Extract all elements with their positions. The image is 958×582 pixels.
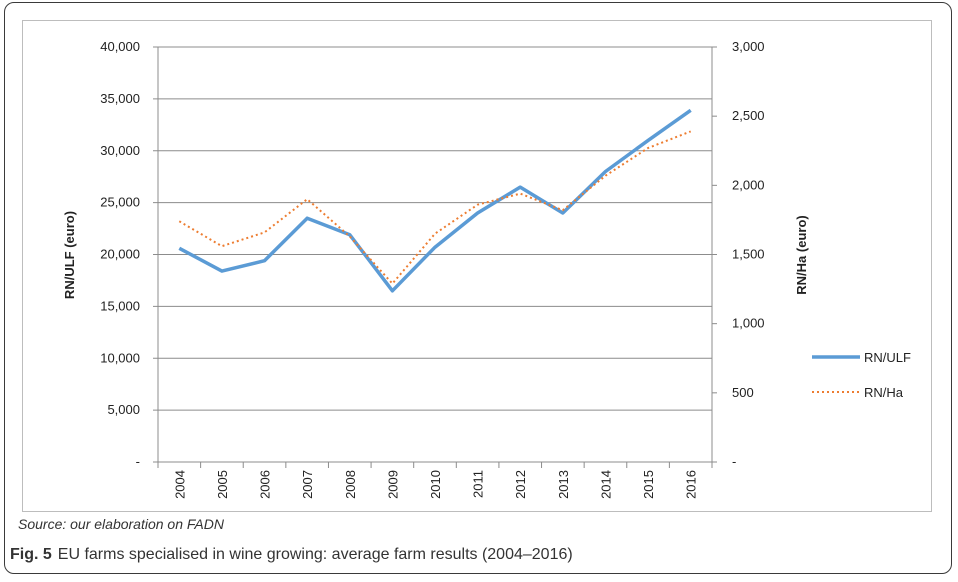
figure-frame xyxy=(4,2,952,574)
x-tick-label: 2007 xyxy=(300,470,315,499)
x-tick-label: 2014 xyxy=(598,470,613,499)
left-axis-ticks: - 5,000 10,000 15,000 20,000 25,000 30,000 35,0… xyxy=(100,39,140,469)
left-tick-label: - xyxy=(136,454,140,469)
series-line-rn-ha xyxy=(178,130,692,285)
x-tick-label: 2013 xyxy=(556,470,571,499)
x-tick-label: 2010 xyxy=(428,470,443,499)
figure-caption: Fig. 5 EU farms specialised in wine growi… xyxy=(10,546,573,564)
axes xyxy=(157,47,713,463)
right-tick-label: 3,000 xyxy=(732,39,765,54)
left-tick-label: 30,000 xyxy=(100,143,140,158)
left-tick-label: 15,000 xyxy=(100,298,140,313)
left-axis-title: RN/ULF (euro) xyxy=(62,211,77,299)
x-tick-label: 2016 xyxy=(684,470,699,499)
x-tick-label: 2004 xyxy=(172,470,187,499)
caption-text: EU farms specialised in wine growing: av… xyxy=(57,546,573,563)
right-axis-ticks: - 500 1,000 1,500 2,000 2,500 3,000 xyxy=(732,39,765,469)
series-line-rn-ulf xyxy=(178,108,692,293)
x-tick-label: 2009 xyxy=(385,470,400,499)
right-tick-label: - xyxy=(732,454,736,469)
x-tick-label: 2008 xyxy=(343,470,358,499)
x-tick-label: 2015 xyxy=(641,470,656,499)
x-axis-ticks: 2004 2005 2006 2007 2008 2009 2010 2011 2012 2013… xyxy=(157,462,713,499)
chart-area-border xyxy=(22,20,932,512)
legend-label: RN/Ha xyxy=(864,385,904,400)
right-tick-label: 2,500 xyxy=(732,108,765,123)
left-tick-label: 20,000 xyxy=(100,247,140,262)
left-tick-label: 25,000 xyxy=(100,195,140,210)
source-note: Source: our elaboration on FADN xyxy=(18,516,224,532)
legend-label: RN/ULF xyxy=(864,350,911,365)
right-tick-label: 500 xyxy=(732,385,754,400)
right-axis-title: RN/Ha (euro) xyxy=(794,215,809,294)
x-tick-label: 2005 xyxy=(215,470,230,499)
grid-lines xyxy=(153,46,717,463)
x-tick-label: 2012 xyxy=(513,470,528,499)
right-tick-label: 1,500 xyxy=(732,247,765,262)
x-tick-label: 2006 xyxy=(258,470,273,499)
caption-label: Fig. 5 xyxy=(10,546,52,563)
right-tick-label: 2,000 xyxy=(732,177,765,192)
legend: RN/ULF RN/Ha xyxy=(812,350,911,400)
left-tick-label: 40,000 xyxy=(100,39,140,54)
series-lines xyxy=(178,108,692,293)
left-tick-label: 5,000 xyxy=(107,402,140,417)
x-tick-label: 2011 xyxy=(471,470,486,498)
left-tick-label: 35,000 xyxy=(100,91,140,106)
right-tick-label: 1,000 xyxy=(732,316,765,331)
left-tick-label: 10,000 xyxy=(100,350,140,365)
